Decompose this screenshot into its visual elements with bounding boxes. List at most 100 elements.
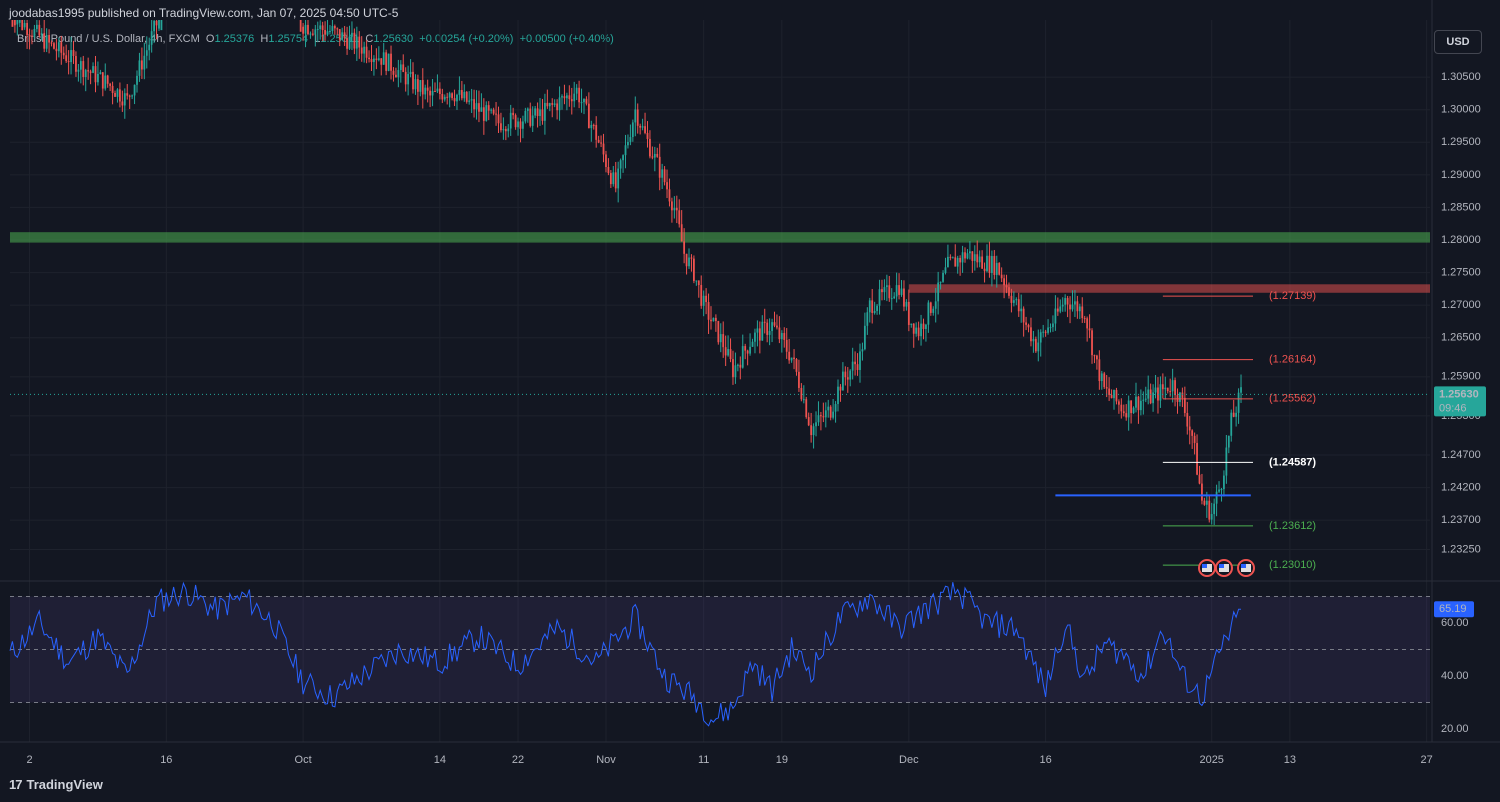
candle-body: [504, 129, 507, 132]
candle-body: [873, 310, 876, 313]
candle-body: [563, 96, 566, 99]
candle-body: [609, 173, 612, 185]
candle-body: [841, 371, 844, 391]
candle-body: [622, 155, 624, 161]
candle-body: [522, 121, 524, 129]
candle-body: [1230, 412, 1233, 436]
candle-body: [331, 26, 334, 32]
candle-body: [866, 312, 869, 326]
currency-button[interactable]: USD: [1434, 30, 1482, 54]
candle-body: [377, 58, 380, 61]
candle-body: [1012, 300, 1015, 303]
candle-body: [1181, 392, 1184, 398]
candle-body: [23, 23, 26, 28]
candle-body: [597, 139, 600, 143]
candle-body: [629, 137, 632, 142]
candle-body: [744, 346, 747, 351]
time-axis-tick: 27: [1421, 754, 1433, 766]
candle-body: [1034, 338, 1037, 352]
candle-body: [678, 210, 681, 225]
candle-body: [978, 256, 981, 263]
candle-body: [392, 70, 395, 75]
time-axis-tick: 11: [698, 754, 709, 766]
high-label: H: [260, 33, 269, 45]
candle-body: [155, 20, 158, 26]
candle-body: [805, 399, 808, 418]
candle-body: [53, 43, 55, 49]
publisher-line: joodabas1995 published on TradingView.co…: [9, 6, 399, 20]
candle-body: [580, 102, 583, 104]
support-zone[interactable]: [10, 232, 1430, 243]
candle-body: [28, 35, 31, 37]
rsi-axis-tick: 20.00: [1441, 723, 1469, 735]
candle-body: [324, 30, 326, 35]
resistance-zone[interactable]: [908, 284, 1430, 293]
candle-body: [346, 38, 348, 49]
candle-body: [568, 95, 571, 100]
change-value: +0.00254 (+0.20%): [419, 33, 514, 45]
candle-body: [795, 358, 798, 372]
candle-body: [881, 289, 883, 293]
candle-body: [785, 339, 788, 352]
candle-body: [675, 207, 678, 211]
candle-body: [937, 282, 940, 302]
candle-body: [57, 42, 60, 52]
candle-body: [917, 327, 920, 337]
tradingview-logo[interactable]: 17 TradingView: [9, 777, 103, 792]
candle-body: [21, 20, 24, 31]
candle-body: [33, 28, 36, 37]
candle-body: [1066, 298, 1069, 305]
candle-body: [478, 103, 480, 112]
candle-body: [915, 327, 918, 334]
candle-body: [565, 95, 568, 99]
candle-body: [1137, 396, 1140, 411]
candle-body: [761, 321, 764, 341]
candle-body: [898, 285, 900, 295]
candle-body: [302, 26, 304, 34]
candle-body: [1071, 304, 1074, 310]
candle-body: [827, 406, 830, 411]
candle-body: [575, 87, 578, 94]
candle-body: [470, 99, 473, 101]
candle-body: [1015, 299, 1018, 301]
candle-body: [1208, 500, 1211, 520]
candle-body: [1227, 435, 1230, 448]
open-value: 1.25376: [214, 33, 255, 45]
candle-body: [519, 121, 522, 129]
candle-body: [1157, 387, 1159, 401]
candle-body: [863, 325, 866, 350]
candle-body: [658, 156, 661, 178]
candle-body: [683, 241, 686, 254]
candle-body: [121, 101, 124, 106]
candle-body: [380, 58, 383, 65]
candle-body: [1215, 491, 1218, 504]
candle-body: [734, 365, 737, 378]
candle-body: [397, 70, 400, 78]
high-value: 1.25754: [268, 33, 309, 45]
price-axis-tick: 1.30000: [1441, 104, 1481, 116]
candle-body: [514, 115, 517, 128]
price-axis-tick: 1.30500: [1441, 71, 1481, 83]
candle-body: [67, 61, 70, 63]
current-price-badge: [1434, 386, 1486, 417]
candle-body: [45, 35, 48, 49]
candle-body: [443, 96, 446, 100]
candle-body: [148, 44, 151, 51]
candle-body: [636, 109, 639, 126]
candle-body: [375, 58, 378, 61]
candle-body: [949, 256, 952, 258]
candle-body: [1220, 489, 1223, 491]
candle-body: [1022, 308, 1025, 323]
candle-body: [927, 302, 930, 325]
candle-body: [480, 107, 483, 112]
candle-body: [1169, 391, 1172, 393]
candle-body: [429, 90, 432, 96]
candle-body: [309, 33, 312, 35]
candle-body: [482, 107, 485, 121]
candle-body: [436, 88, 439, 92]
candle-body: [695, 280, 698, 282]
candle-body: [834, 404, 837, 412]
candle-body: [837, 386, 839, 405]
candle-body: [65, 55, 68, 62]
